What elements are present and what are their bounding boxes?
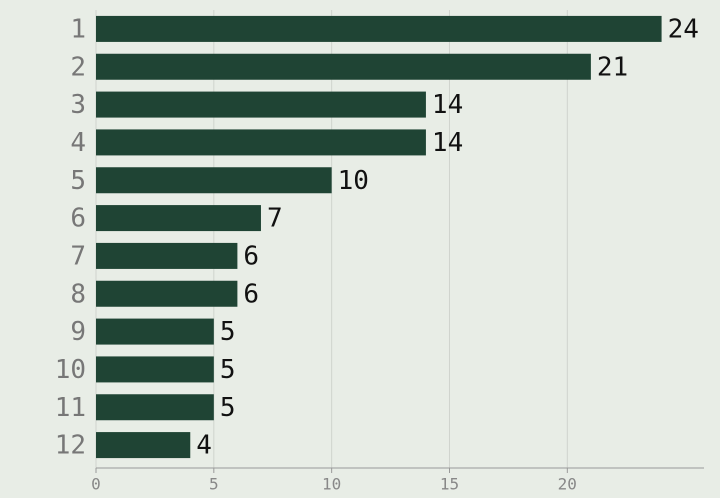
y-tick-label: 11 xyxy=(55,393,86,423)
x-tick-label: 20 xyxy=(558,475,577,494)
bar xyxy=(96,356,214,383)
x-tick-label: 0 xyxy=(91,475,101,494)
y-tick-label: 5 xyxy=(70,166,86,196)
x-tick-label: 15 xyxy=(440,475,459,494)
y-tick-label: 6 xyxy=(70,204,86,234)
y-tick-label: 7 xyxy=(70,241,86,271)
value-label: 24 xyxy=(668,14,699,44)
value-label: 7 xyxy=(267,204,283,234)
bar xyxy=(96,91,426,118)
y-tick-label: 3 xyxy=(70,90,86,120)
y-tick-label: 1 xyxy=(70,14,86,44)
bar xyxy=(96,280,238,307)
bar xyxy=(96,15,662,42)
value-label: 6 xyxy=(243,279,259,309)
y-tick-label: 4 xyxy=(70,128,86,158)
value-label: 5 xyxy=(220,317,236,347)
value-label: 5 xyxy=(220,355,236,385)
y-tick-label: 10 xyxy=(55,355,86,385)
y-tick-label: 9 xyxy=(70,317,86,347)
value-label: 4 xyxy=(196,431,212,461)
bar xyxy=(96,129,426,156)
bar xyxy=(96,432,191,459)
value-label: 10 xyxy=(338,166,369,196)
y-tick-label: 8 xyxy=(70,279,86,309)
value-label: 14 xyxy=(432,128,463,158)
bar xyxy=(96,394,214,421)
x-tick-label: 10 xyxy=(322,475,341,494)
value-label: 21 xyxy=(597,52,628,82)
bar xyxy=(96,205,261,232)
value-label: 14 xyxy=(432,90,463,120)
bar xyxy=(96,242,238,269)
x-tick-label: 5 xyxy=(209,475,219,494)
value-label: 6 xyxy=(243,241,259,271)
bar xyxy=(96,53,591,80)
value-label: 5 xyxy=(220,393,236,423)
y-tick-label: 12 xyxy=(55,431,86,461)
bar xyxy=(96,318,214,345)
y-tick-label: 2 xyxy=(70,52,86,82)
bar xyxy=(96,167,332,194)
